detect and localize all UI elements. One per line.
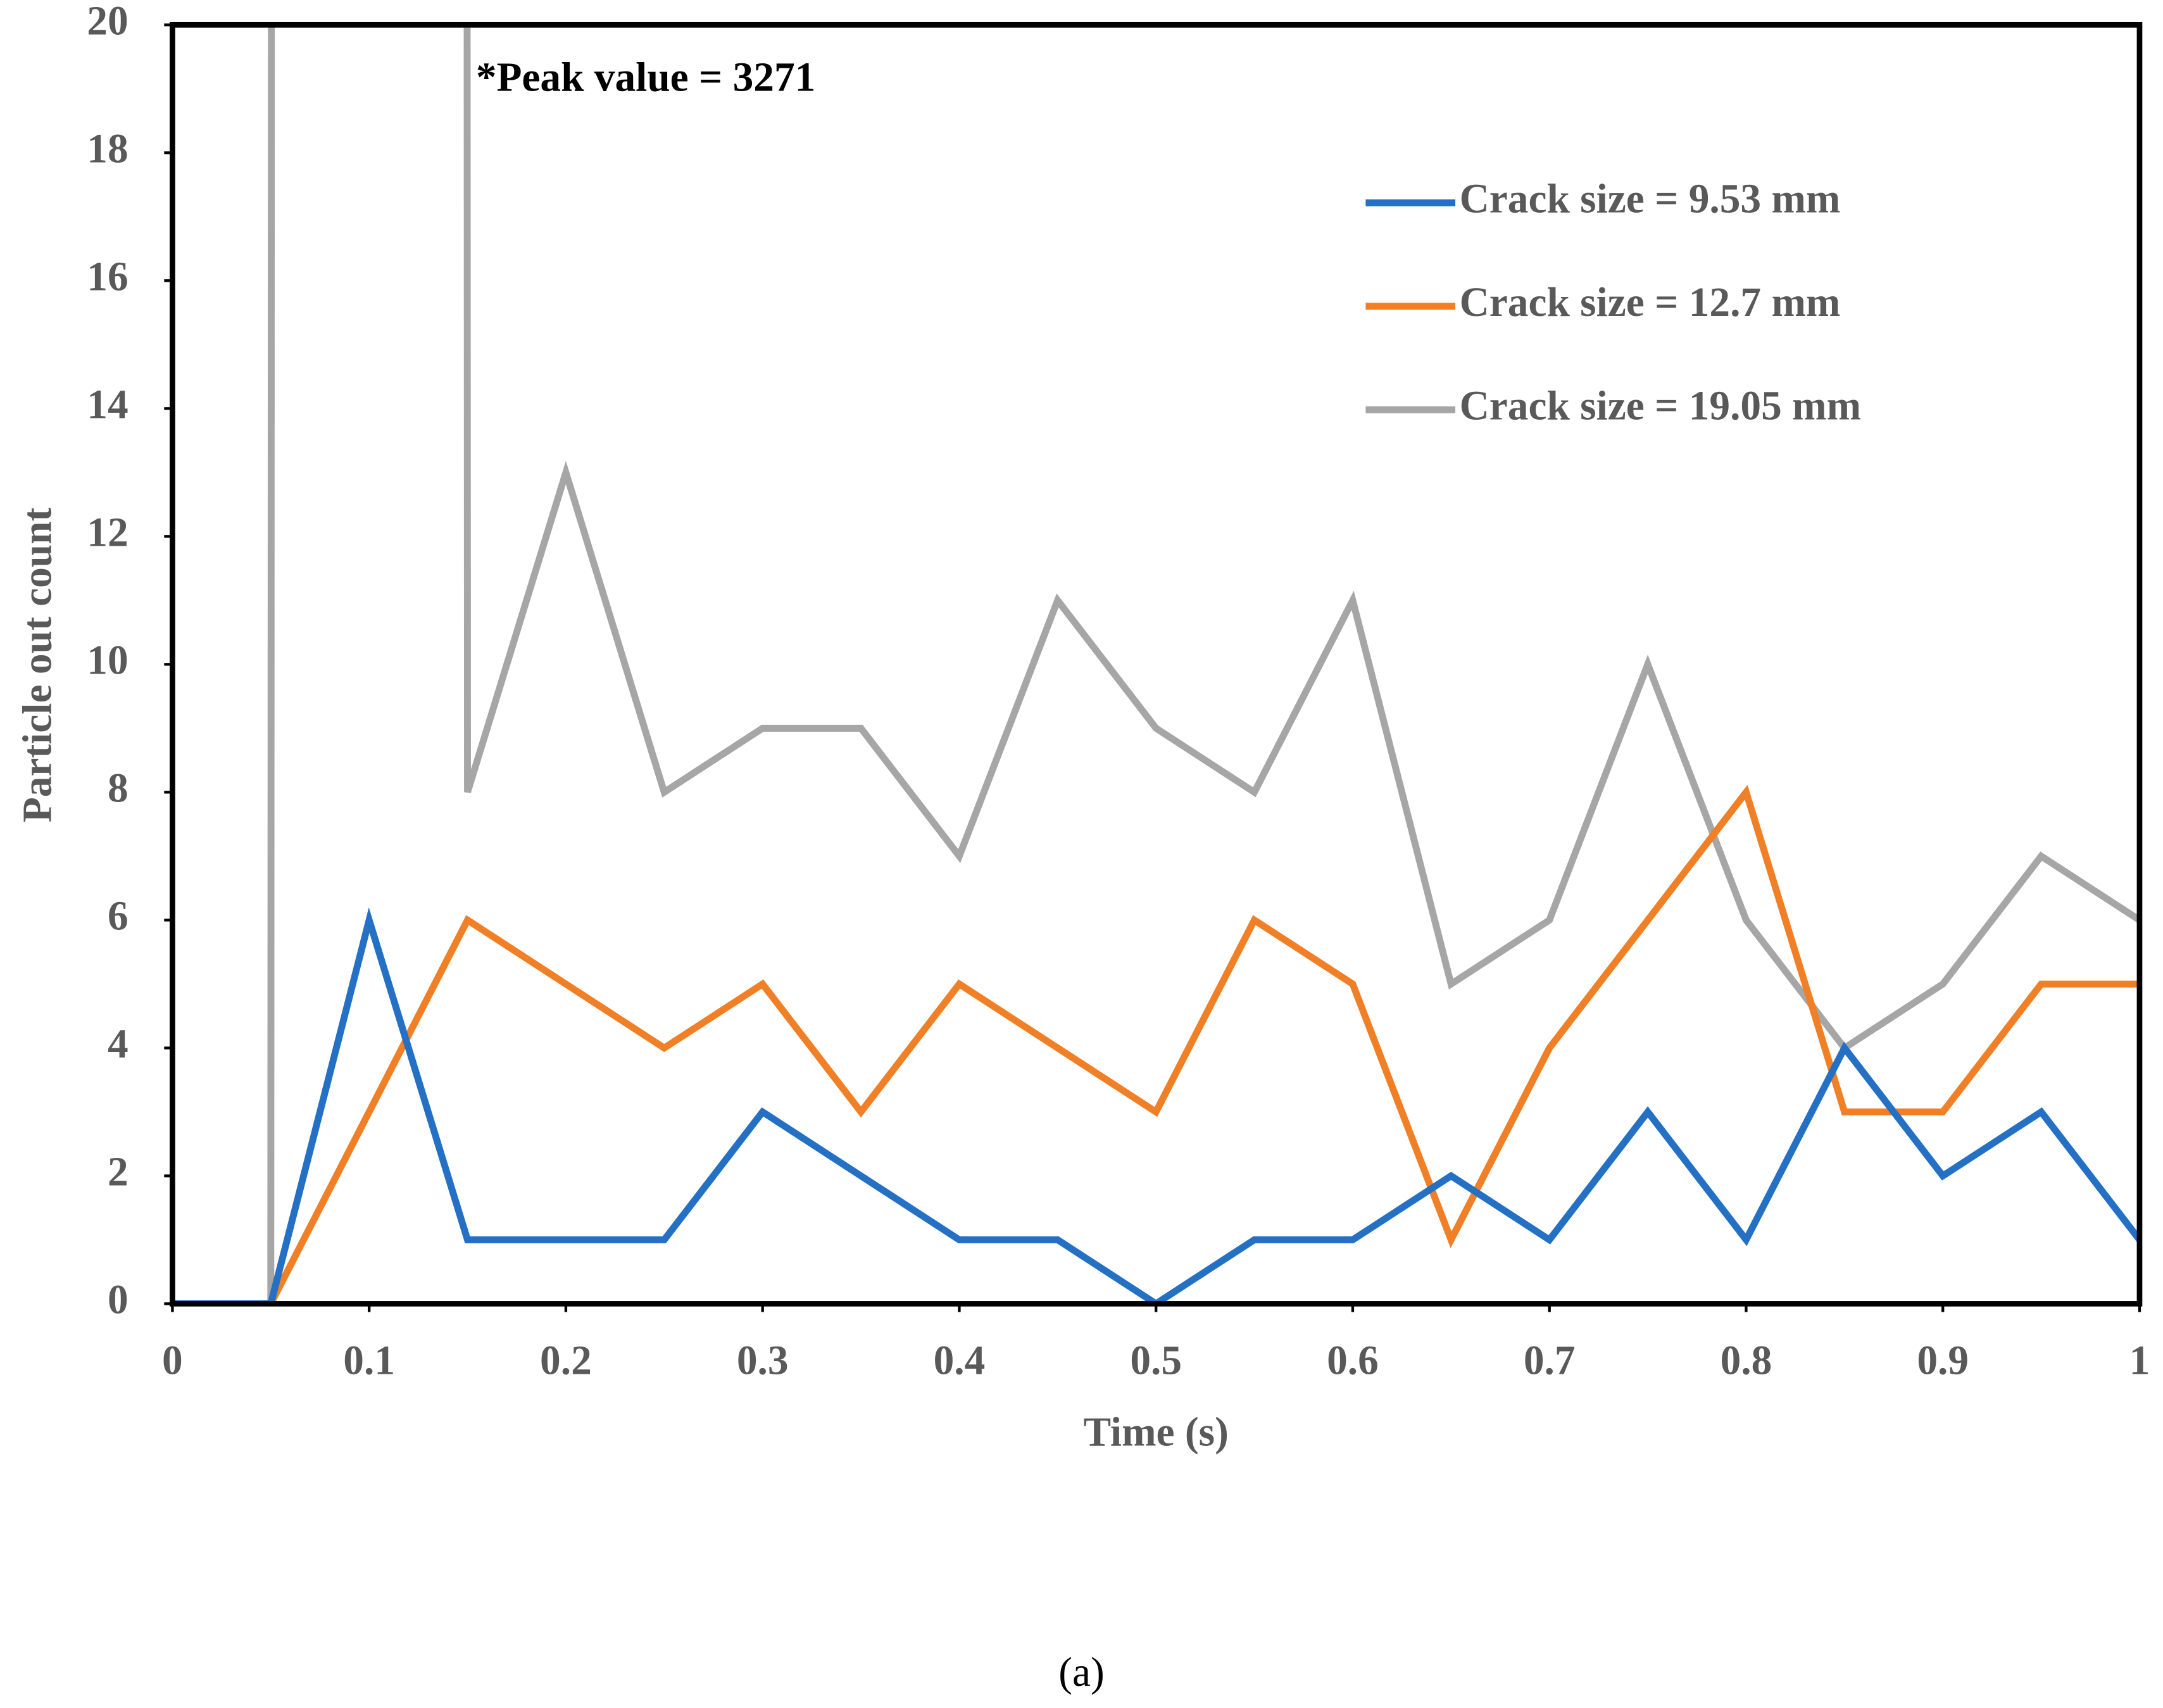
- y-tick-label: 18: [87, 126, 128, 172]
- plot-lines: [172, 25, 2140, 1304]
- y-tick-label: 14: [87, 382, 128, 427]
- y-tick-label: 10: [87, 637, 128, 683]
- x-tick-label: 0.9: [1917, 1338, 1969, 1383]
- x-tick-label: 0.6: [1327, 1338, 1379, 1383]
- y-tick-label: 12: [87, 510, 128, 555]
- legend-label: Crack size = 19.05 mm: [1460, 383, 1861, 429]
- x-tick-label: 0.5: [1130, 1338, 1182, 1383]
- y-tick-label: 0: [108, 1277, 129, 1322]
- y-tick-label: 6: [108, 893, 129, 939]
- y-tick-label: 4: [108, 1021, 129, 1067]
- x-tick-label: 0: [162, 1338, 183, 1383]
- x-tick-label: 0.1: [343, 1338, 395, 1383]
- x-axis-label: Time (s): [1084, 1410, 1229, 1455]
- x-tick-label: 1: [2129, 1338, 2150, 1383]
- series-line: [172, 907, 2140, 1304]
- legend-label: Crack size = 9.53 mm: [1460, 176, 1841, 222]
- caption: (a): [1058, 1650, 1105, 1695]
- x-tick-label: 0.8: [1721, 1338, 1772, 1383]
- annotation: *Peak value = 3271: [476, 55, 816, 101]
- series-line: [172, 784, 2140, 1304]
- x-tick-label: 0.4: [934, 1338, 986, 1383]
- legend-label: Crack size = 12.7 mm: [1460, 280, 1841, 325]
- y-tick-label: 16: [87, 254, 128, 299]
- x-tick-label: 0.7: [1524, 1338, 1576, 1383]
- y-axis-label: Particle out count: [15, 508, 60, 823]
- y-tick-label: 20: [87, 0, 128, 44]
- y-tick-label: 8: [108, 765, 129, 811]
- x-tick-label: 0.3: [737, 1338, 789, 1383]
- y-tick-label: 2: [108, 1149, 129, 1195]
- x-tick-label: 0.2: [540, 1338, 592, 1383]
